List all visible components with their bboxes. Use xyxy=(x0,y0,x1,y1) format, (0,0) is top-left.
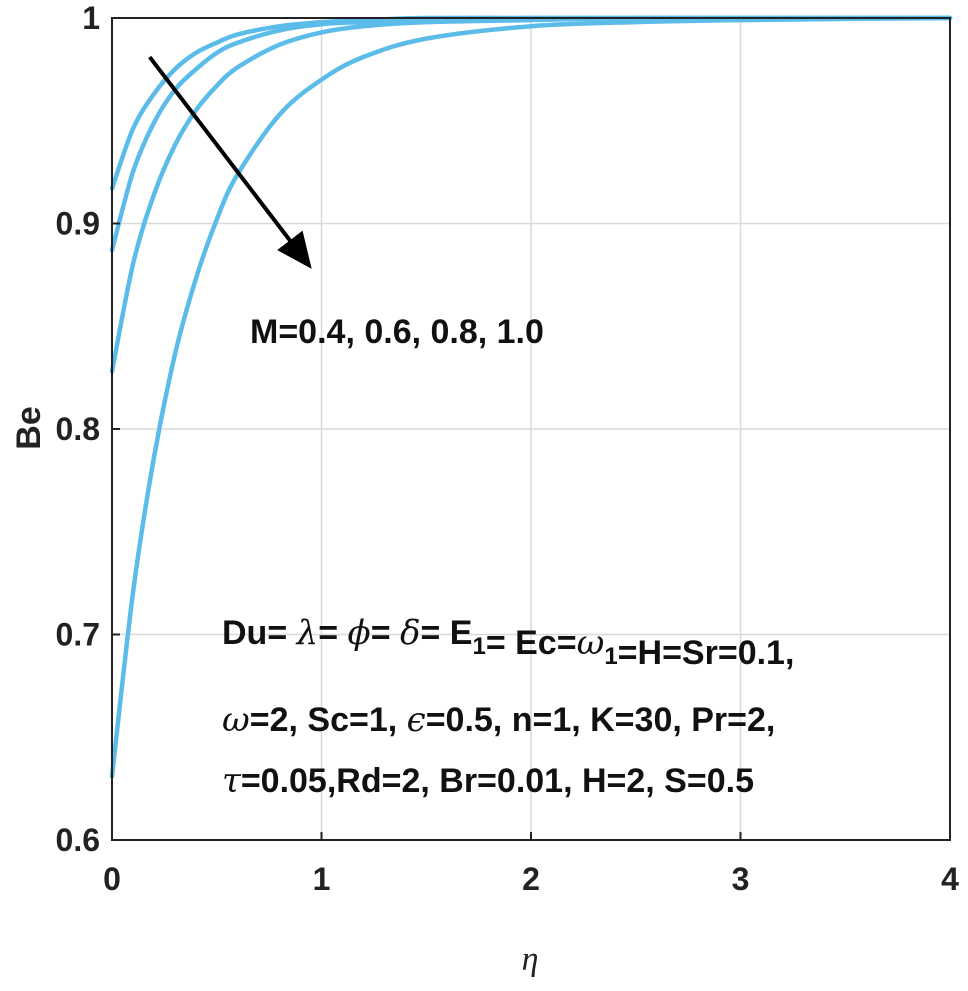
param-text: 1 xyxy=(472,633,485,660)
param-text: =0.05,Rd=2, Br=0.01, H=2, S=0.5 xyxy=(241,762,754,800)
x-tick-label: 0 xyxy=(103,861,121,897)
math-symbol: ω xyxy=(577,623,605,663)
parameter-arrow xyxy=(148,55,312,269)
param-text: = E xyxy=(420,614,472,652)
y-axis-label: Be xyxy=(10,406,48,449)
y-tick-label: 0.7 xyxy=(56,617,100,653)
y-tick-label: 0.6 xyxy=(56,822,100,858)
x-axis-label: η xyxy=(522,941,539,978)
math-symbol: δ xyxy=(400,613,420,653)
math-symbol: λ xyxy=(295,613,319,653)
params-line-3: τ=0.05,Rd=2, Br=0.01, H=2, S=0.5 xyxy=(222,761,754,801)
y-tick-label: 1 xyxy=(82,0,100,36)
param-text: =0.5, n=1, K=30, Pr=2, xyxy=(426,701,776,739)
x-tick-label: 2 xyxy=(522,861,540,897)
parameter-label: M=0.4, 0.6, 0.8, 1.0 xyxy=(250,313,544,351)
param-text: =2, Sc=1, xyxy=(250,701,407,739)
math-symbol: ϕ xyxy=(348,613,371,653)
x-tick-label: 3 xyxy=(732,861,750,897)
series-line-4 xyxy=(109,15,953,779)
param-text: = xyxy=(371,614,400,652)
tick-labels: 0 1 2 3 4 0.6 0.7 0.8 0.9 1 xyxy=(56,0,960,897)
params-line-2: ω=2, Sc=1, ϵ=0.5, n=1, K=30, Pr=2, xyxy=(222,700,775,740)
math-symbol: τ xyxy=(222,761,242,801)
math-symbol: ϵ xyxy=(407,700,426,740)
param-text: = Ec= xyxy=(486,624,577,662)
math-symbol: ω xyxy=(222,700,250,740)
param-text: Du= xyxy=(222,614,297,652)
param-text: 1 xyxy=(604,643,617,670)
x-tick-label: 4 xyxy=(941,861,959,897)
param-text: = xyxy=(318,614,347,652)
params-line-1: Du= λ= ϕ= δ= E1= Ec=ω1=H=Sr=0.1, xyxy=(222,613,794,672)
x-tick-label: 1 xyxy=(313,861,331,897)
param-text: =H=Sr=0.1, xyxy=(618,634,795,672)
y-tick-label: 0.8 xyxy=(56,411,100,447)
y-tick-label: 0.9 xyxy=(56,206,100,242)
